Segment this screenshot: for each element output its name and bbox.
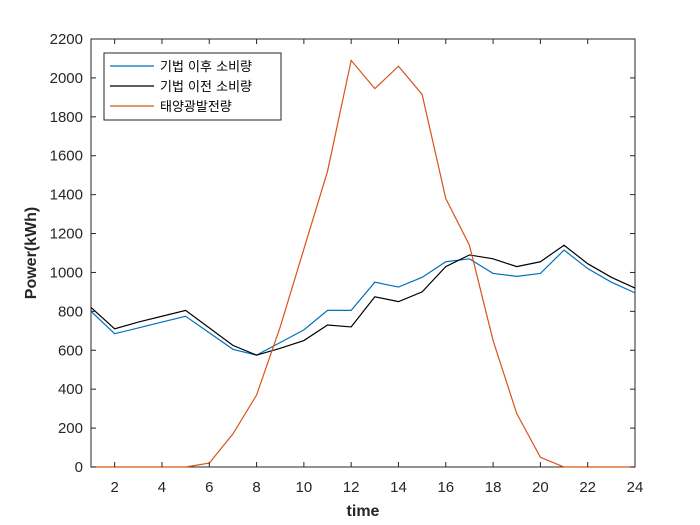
x-tick-label: 20: [532, 479, 549, 496]
x-axis-title: time: [347, 503, 380, 520]
x-tick-label: 8: [252, 479, 260, 496]
y-tick-label: 1000: [50, 264, 83, 281]
y-tick-label: 200: [58, 420, 83, 437]
y-tick-label: 0: [75, 459, 83, 476]
series-line-0: [90, 249, 636, 356]
legend-label-0: 기법 이후 소비량: [160, 60, 252, 75]
y-tick-label: 2200: [50, 31, 83, 48]
x-tick-label: 2: [110, 479, 118, 496]
y-tick-label: 1800: [50, 109, 83, 126]
x-tick-label: 6: [205, 479, 213, 496]
series-line-1: [90, 244, 636, 356]
y-tick-label: 1400: [50, 187, 83, 204]
x-tick-label: 12: [343, 479, 360, 496]
x-tick-label: 24: [627, 479, 644, 496]
y-tick-label: 1200: [50, 226, 83, 243]
x-tick-label: 16: [437, 479, 454, 496]
x-axis-ticks: 2 4 6 8 10 12 14 16 18 20 22 24: [110, 39, 643, 496]
series-lines: [90, 59, 636, 468]
x-tick-label: 18: [485, 479, 502, 496]
y-axis-title: Power(kWh): [23, 207, 40, 299]
y-tick-label: 400: [58, 381, 83, 398]
x-tick-label: 22: [579, 479, 596, 496]
y-tick-label: 2000: [50, 70, 83, 87]
x-tick-label: 14: [390, 479, 407, 496]
legend-label-1: 기법 이전 소비량: [160, 80, 252, 95]
y-axis-ticks: 0 200 400 600 800 1000 1200 1400 1600 1800 2000 220…: [50, 31, 635, 476]
y-tick-label: 600: [58, 342, 83, 359]
x-tick-label: 4: [158, 479, 166, 496]
series-line-2: [91, 59, 635, 468]
y-tick-label: 800: [58, 303, 83, 320]
legend-label-2: 태양광발전량: [160, 100, 232, 115]
x-tick-label: 10: [296, 479, 313, 496]
y-tick-label: 1600: [50, 148, 83, 165]
